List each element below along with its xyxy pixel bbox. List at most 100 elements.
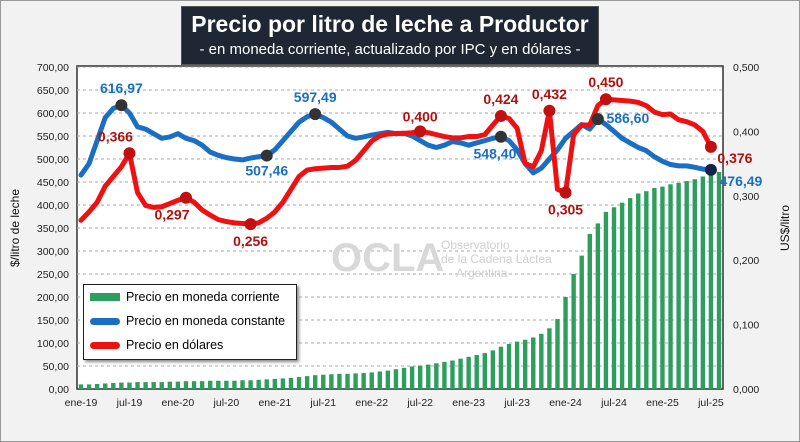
bar-corriente [337, 373, 342, 389]
data-label-dolares: 0,450 [588, 74, 623, 90]
bar-corriente [434, 363, 439, 389]
bar-corriente [442, 361, 447, 389]
y-tick-label: 550,00 [37, 131, 69, 143]
watermark-logo: OCLA [331, 236, 444, 280]
y2-tick-label: 0,400 [733, 126, 759, 138]
marker-dolares [543, 104, 556, 117]
marker-dolares [599, 93, 612, 106]
y-tick-label: 150,00 [37, 315, 69, 327]
bar-corriente [595, 223, 601, 389]
bar-corriente [304, 376, 310, 389]
bar-corriente [627, 198, 633, 389]
data-label-constante: 548,40 [474, 146, 517, 162]
bar-corriente [692, 179, 697, 389]
bar-corriente [159, 382, 164, 389]
bar-corriente [143, 382, 148, 389]
bar-corriente [466, 356, 471, 389]
bar-corriente [369, 372, 374, 389]
bar-corriente [248, 380, 253, 389]
y-tick-label: 400,00 [37, 200, 69, 212]
bar-corriente [191, 381, 197, 389]
bar-corriente [224, 380, 229, 389]
bar-corriente [652, 187, 657, 389]
bar-corriente [409, 366, 415, 389]
bar-corriente [151, 382, 156, 389]
bar-corriente [490, 350, 496, 389]
marker-dolares [244, 218, 257, 231]
y2-tick-label: 0,200 [733, 255, 759, 267]
bar-corriente [313, 375, 318, 389]
data-label-dolares: 0,305 [548, 202, 583, 218]
bar-corriente [482, 353, 487, 389]
marker-constante [704, 163, 717, 176]
marker-dolares [414, 125, 427, 138]
marker-constante [309, 108, 322, 121]
bar-corriente [94, 383, 100, 389]
marker-dolares [704, 140, 717, 153]
bar-corriente [78, 384, 84, 389]
y-tick-label: 350,00 [37, 223, 69, 235]
legend-swatch [90, 293, 120, 301]
bar-corriente [240, 380, 245, 389]
y-tick-label: 200,00 [37, 292, 69, 304]
bar-corriente [498, 346, 504, 389]
bar-corriente [684, 181, 689, 389]
y2-tick-label: 0,300 [733, 191, 759, 203]
bar-corriente [611, 207, 617, 389]
data-label-dolares: 0,424 [483, 91, 518, 107]
bar-corriente [103, 383, 108, 389]
bar-corriente [700, 176, 706, 389]
bar-corriente [547, 328, 552, 389]
bar-corriente [426, 364, 431, 389]
bar-corriente [256, 379, 261, 389]
bar-corriente [522, 339, 528, 389]
legend-label: Precio en moneda constante [126, 314, 286, 328]
watermark-text: de la Cadena Láctea [441, 252, 552, 266]
y-tick-label: 0,00 [49, 384, 70, 396]
bar-corriente [321, 374, 326, 389]
bar-corriente [603, 211, 609, 389]
bar-corriente [587, 233, 592, 389]
marker-dolares [559, 186, 572, 199]
data-label-constante: 597,49 [294, 89, 337, 105]
x-tick-label: ene-24 [549, 397, 582, 409]
marker-dolares [123, 147, 136, 160]
bar-corriente [506, 343, 512, 389]
bar-corriente [280, 378, 286, 389]
y-tick-label: 600,00 [37, 108, 69, 120]
y2-tick-label: 0,000 [733, 384, 759, 396]
x-tick-label: jul-22 [406, 397, 433, 409]
bar-corriente [111, 383, 116, 389]
x-tick-label: jul-25 [697, 397, 724, 409]
bar-corriente [135, 382, 140, 389]
bar-corriente [539, 333, 544, 389]
legend-item-constante: Precio en moneda constante [90, 314, 285, 328]
x-tick-label: ene-25 [646, 397, 679, 409]
bar-corriente [563, 297, 568, 389]
bar-corriente [458, 358, 463, 389]
bar-corriente [660, 186, 665, 389]
x-tick-label: ene-21 [258, 397, 291, 409]
data-label-dolares: 0,366 [98, 128, 133, 144]
data-label-constante: 586,60 [606, 110, 649, 126]
chart-title: Precio por litro de leche a Productor [191, 11, 589, 37]
data-label-constante: 616,97 [100, 80, 143, 96]
bar-corriente [401, 367, 407, 389]
y-tick-label: 700,00 [37, 62, 69, 74]
marker-constante [115, 99, 128, 112]
bar-corriente [708, 173, 714, 389]
bar-corriente [232, 380, 237, 389]
bar-corriente [361, 372, 366, 389]
data-label-dolares: 0,256 [233, 233, 268, 249]
data-label-dolares: 0,432 [532, 86, 567, 102]
title-box: Precio por litro de leche a Productor - … [181, 6, 599, 65]
legend-swatch [90, 317, 120, 325]
legend-label: Precio en moneda corriente [126, 290, 280, 304]
bar-corriente [668, 184, 673, 389]
bar-corriente [619, 202, 625, 389]
y2-tick-label: 0,100 [733, 320, 759, 332]
bar-corriente [579, 255, 584, 389]
watermark-text: Observatorio [441, 238, 510, 252]
chart-subtitle: - en moneda corriente, actualizado por I… [199, 41, 581, 58]
